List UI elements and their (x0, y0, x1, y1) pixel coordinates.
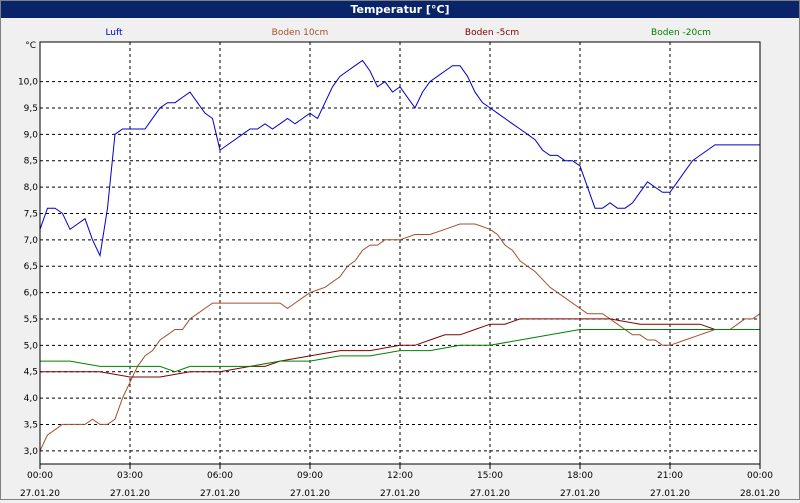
y-tick-label: 4,0 (24, 394, 39, 404)
x-tick-label-time: 12:00 (387, 471, 413, 481)
legend-entry: Boden 10cm (272, 28, 329, 38)
series-line (39, 223, 761, 452)
axes: 3,0 3,5 4,0 4,5 5,0 5,5 6,0 6,5 7,0 7,5 8,0 8,5 9,0 9… (18, 41, 780, 499)
series-line (40, 329, 760, 373)
x-tick-label-time: 06:00 (207, 471, 233, 481)
x-tick-label-date: 27.01.20 (650, 489, 690, 499)
y-tick-label: 5,0 (24, 341, 39, 351)
legend-entry: Boden -5cm (465, 28, 519, 38)
y-tick-label: 10,0 (18, 78, 38, 88)
temperature-chart: Luft Boden 10cm Boden -5cm Boden -20cm 3,03… (18, 28, 780, 499)
x-tick-label-date: 27.01.20 (560, 489, 600, 499)
y-tick-label: 7,5 (24, 209, 38, 219)
x-tick-label-date: 27.01.20 (110, 489, 150, 499)
y-tick-label: 8,0 (24, 183, 39, 193)
y-tick-label: 4,5 (24, 368, 38, 378)
y-tick-label: 5,5 (24, 315, 38, 325)
plot-frame (39, 41, 761, 465)
x-tick-label-date: 27.01.20 (470, 489, 510, 499)
x-tick-label-date: 27.01.20 (20, 489, 60, 499)
x-tick-label-time: 09:00 (297, 471, 323, 481)
y-tick-label: 6,5 (24, 262, 38, 272)
y-tick-label: 9,0 (24, 130, 39, 140)
x-tick-label-time: 03:00 (117, 471, 143, 481)
legend-entry: Boden -20cm (651, 28, 711, 38)
x-tick-label-date: 27.01.20 (290, 489, 330, 499)
chart-area: Luft Boden 10cm Boden -5cm Boden -20cm 3,0 3… (1, 18, 799, 499)
x-tick-label-time: 00:00 (27, 471, 53, 481)
y-tick-label: 6,0 (24, 289, 39, 299)
x-tick-label-time: 00:00 (747, 471, 773, 481)
x-tick-label-time: 15:00 (477, 471, 503, 481)
legend: Luft Boden 10cm Boden -5cm Boden -20cm (105, 28, 711, 38)
series-lines (39, 59, 761, 452)
x-tick-label-date: 27.01.20 (200, 489, 240, 499)
y-tick-label: 3,5 (24, 420, 38, 430)
y-tick-label: 8,5 (24, 157, 38, 167)
series-line (40, 318, 760, 378)
x-tick-label-time: 21:00 (657, 471, 683, 481)
y-tick-label: 7,0 (24, 236, 39, 246)
x-tick-label-date: 28.01.20 (740, 489, 780, 499)
x-tick-label-date: 27.01.20 (380, 489, 420, 499)
y-axis-unit: °C (25, 41, 36, 51)
y-tick-label: 3,0 (24, 447, 39, 457)
y-tick-label: 9,5 (24, 104, 38, 114)
x-tick-label-time: 18:00 (567, 471, 593, 481)
grid (40, 42, 760, 464)
series-line (39, 59, 760, 258)
chart-title: Temperatur [°C] (1, 1, 799, 18)
legend-entry: Luft (105, 28, 123, 38)
